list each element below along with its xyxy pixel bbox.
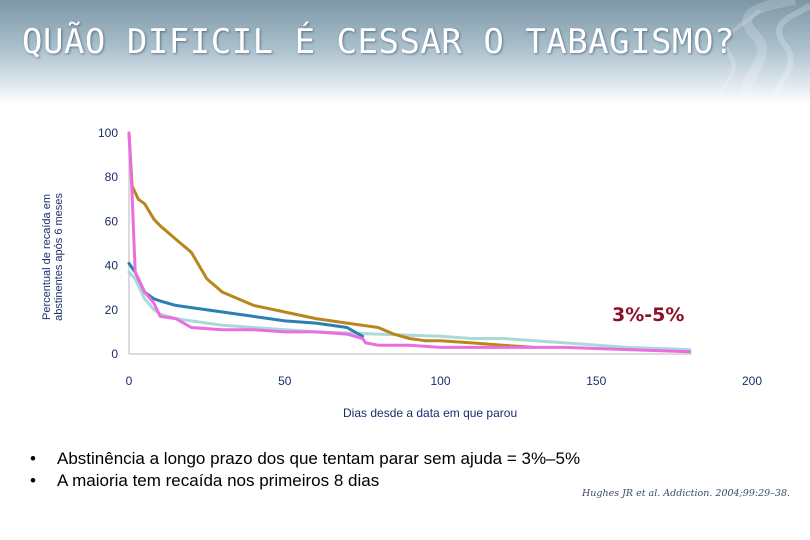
- y-tick-label: 100: [98, 126, 118, 140]
- x-tick-label: 150: [586, 374, 606, 388]
- y-tick-label: 40: [105, 259, 119, 273]
- y-tick-label: 20: [105, 303, 119, 317]
- x-tick-label: 200: [742, 374, 762, 388]
- y-axis-label: Percentual de recaída em abstinentes apó…: [41, 193, 65, 321]
- bullet-item: • Abstinência a longo prazo dos que tenta…: [30, 449, 581, 468]
- series-line: [127, 261, 365, 338]
- y-tick-label: 80: [105, 170, 119, 184]
- relapse-chart: 0 20 40 60 80 100 0 50 100 150 200 3%-5%: [98, 126, 762, 388]
- x-tick-label: 100: [430, 374, 450, 388]
- x-tick-label: 0: [126, 374, 133, 388]
- series-line: [127, 131, 536, 349]
- x-tick-label: 50: [278, 374, 292, 388]
- annotation-label: 3%-5%: [612, 304, 684, 326]
- bullet-item: • A maioria tem recaída nos primeiros 8 d…: [30, 471, 380, 490]
- series-line: [127, 131, 692, 354]
- title-banner: QUÃO DIFICIL É CESSAR O TABAGISMO?: [0, 0, 810, 105]
- y-tick-label: 0: [111, 347, 118, 361]
- x-axis-label: Dias desde a data em que parou: [343, 406, 518, 420]
- y-tick-label: 60: [105, 214, 119, 228]
- citation: Hughes JR et al. Addiction. 2004;99:29–3…: [582, 488, 791, 499]
- series-line: [127, 270, 692, 352]
- page-title: QUÃO DIFICIL É CESSAR O TABAGISMO?: [22, 22, 735, 62]
- bullet-list: • Abstinência a longo prazo dos que tenta…: [30, 448, 580, 492]
- smoke-decoration: [716, 0, 810, 105]
